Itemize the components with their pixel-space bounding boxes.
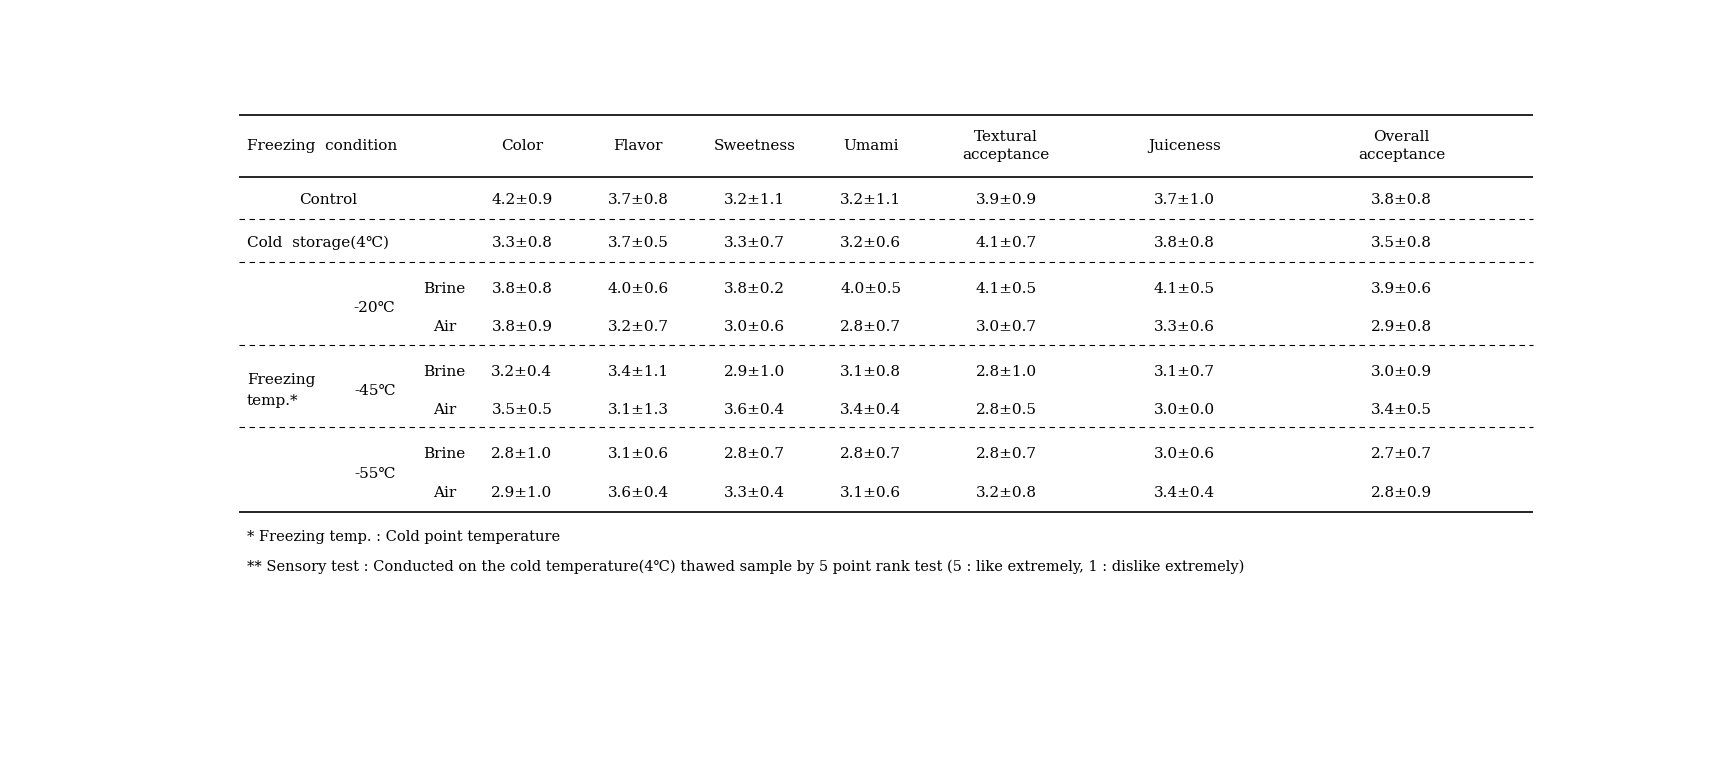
Text: Freezing
temp.*: Freezing temp.*: [247, 373, 316, 407]
Text: 3.2±0.8: 3.2±0.8: [975, 486, 1037, 500]
Text: 3.8±0.8: 3.8±0.8: [1155, 236, 1215, 249]
Text: Brine: Brine: [423, 365, 466, 379]
Text: 2.8±1.0: 2.8±1.0: [492, 447, 552, 461]
Text: 3.6±0.4: 3.6±0.4: [608, 486, 668, 500]
Text: 3.4±0.4: 3.4±0.4: [1155, 486, 1215, 500]
Text: 2.8±0.7: 2.8±0.7: [841, 320, 901, 334]
Text: 3.4±0.4: 3.4±0.4: [841, 403, 901, 417]
Text: 3.8±0.9: 3.8±0.9: [492, 320, 552, 334]
Text: 2.8±0.9: 2.8±0.9: [1370, 486, 1433, 500]
Text: -45℃: -45℃: [354, 384, 395, 398]
Text: ** Sensory test : Conducted on the cold temperature(4℃) thawed sample by 5 point: ** Sensory test : Conducted on the cold …: [247, 560, 1244, 574]
Text: 4.1±0.5: 4.1±0.5: [975, 282, 1037, 296]
Text: 3.0±0.6: 3.0±0.6: [1155, 447, 1215, 461]
Text: 3.7±1.0: 3.7±1.0: [1155, 193, 1215, 207]
Text: Brine: Brine: [423, 282, 466, 296]
Text: 3.8±0.8: 3.8±0.8: [492, 282, 552, 296]
Text: 3.2±0.6: 3.2±0.6: [841, 236, 901, 249]
Text: 3.2±0.7: 3.2±0.7: [608, 320, 668, 334]
Text: 3.9±0.6: 3.9±0.6: [1370, 282, 1433, 296]
Text: 3.8±0.8: 3.8±0.8: [1370, 193, 1433, 207]
Text: Cold  storage(4℃): Cold storage(4℃): [247, 236, 388, 249]
Text: 2.9±1.0: 2.9±1.0: [723, 365, 785, 379]
Text: -20℃: -20℃: [354, 301, 395, 315]
Text: 3.1±0.7: 3.1±0.7: [1155, 365, 1215, 379]
Text: 3.1±0.6: 3.1±0.6: [608, 447, 668, 461]
Text: 3.1±0.8: 3.1±0.8: [841, 365, 901, 379]
Text: 3.0±0.7: 3.0±0.7: [975, 320, 1037, 334]
Text: Air: Air: [433, 320, 456, 334]
Text: 3.3±0.8: 3.3±0.8: [492, 236, 552, 249]
Text: 3.9±0.9: 3.9±0.9: [975, 193, 1037, 207]
Text: 3.4±0.5: 3.4±0.5: [1370, 403, 1433, 417]
Text: 3.3±0.6: 3.3±0.6: [1155, 320, 1215, 334]
Text: Umami: Umami: [842, 139, 898, 153]
Text: 2.8±1.0: 2.8±1.0: [975, 365, 1037, 379]
Text: Sweetness: Sweetness: [713, 139, 796, 153]
Text: Flavor: Flavor: [613, 139, 663, 153]
Text: 4.1±0.7: 4.1±0.7: [975, 236, 1037, 249]
Text: Air: Air: [433, 403, 456, 417]
Text: 2.8±0.7: 2.8±0.7: [841, 447, 901, 461]
Text: Color: Color: [501, 139, 544, 153]
Text: 3.7±0.8: 3.7±0.8: [608, 193, 668, 207]
Text: 3.4±1.1: 3.4±1.1: [608, 365, 668, 379]
Text: 3.5±0.5: 3.5±0.5: [492, 403, 552, 417]
Text: 4.2±0.9: 4.2±0.9: [492, 193, 552, 207]
Text: Control: Control: [299, 193, 357, 207]
Text: Freezing  condition: Freezing condition: [247, 139, 397, 153]
Text: 3.0±0.6: 3.0±0.6: [723, 320, 785, 334]
Text: 2.9±1.0: 2.9±1.0: [492, 486, 552, 500]
Text: 3.8±0.2: 3.8±0.2: [723, 282, 785, 296]
Text: 2.8±0.5: 2.8±0.5: [975, 403, 1037, 417]
Text: 4.0±0.5: 4.0±0.5: [841, 282, 901, 296]
Text: Juiceness: Juiceness: [1148, 139, 1220, 153]
Text: Brine: Brine: [423, 447, 466, 461]
Text: Textural
acceptance: Textural acceptance: [963, 130, 1049, 162]
Text: -55℃: -55℃: [354, 467, 395, 480]
Text: 2.8±0.7: 2.8±0.7: [975, 447, 1037, 461]
Text: 3.5±0.8: 3.5±0.8: [1370, 236, 1433, 249]
Text: 4.1±0.5: 4.1±0.5: [1155, 282, 1215, 296]
Text: Overall
acceptance: Overall acceptance: [1358, 130, 1445, 162]
Text: 3.7±0.5: 3.7±0.5: [608, 236, 668, 249]
Text: 4.0±0.6: 4.0±0.6: [608, 282, 668, 296]
Text: 3.0±0.0: 3.0±0.0: [1155, 403, 1215, 417]
Text: 3.3±0.4: 3.3±0.4: [723, 486, 785, 500]
Text: 3.2±0.4: 3.2±0.4: [492, 365, 552, 379]
Text: 2.9±0.8: 2.9±0.8: [1370, 320, 1433, 334]
Text: 3.0±0.9: 3.0±0.9: [1370, 365, 1433, 379]
Text: 3.2±1.1: 3.2±1.1: [723, 193, 785, 207]
Text: Air: Air: [433, 486, 456, 500]
Text: 3.6±0.4: 3.6±0.4: [723, 403, 785, 417]
Text: * Freezing temp. : Cold point temperature: * Freezing temp. : Cold point temperatur…: [247, 531, 559, 544]
Text: 3.3±0.7: 3.3±0.7: [723, 236, 785, 249]
Text: 2.8±0.7: 2.8±0.7: [723, 447, 785, 461]
Text: 2.7±0.7: 2.7±0.7: [1370, 447, 1433, 461]
Text: 3.2±1.1: 3.2±1.1: [841, 193, 901, 207]
Text: 3.1±0.6: 3.1±0.6: [841, 486, 901, 500]
Text: 3.1±1.3: 3.1±1.3: [608, 403, 668, 417]
